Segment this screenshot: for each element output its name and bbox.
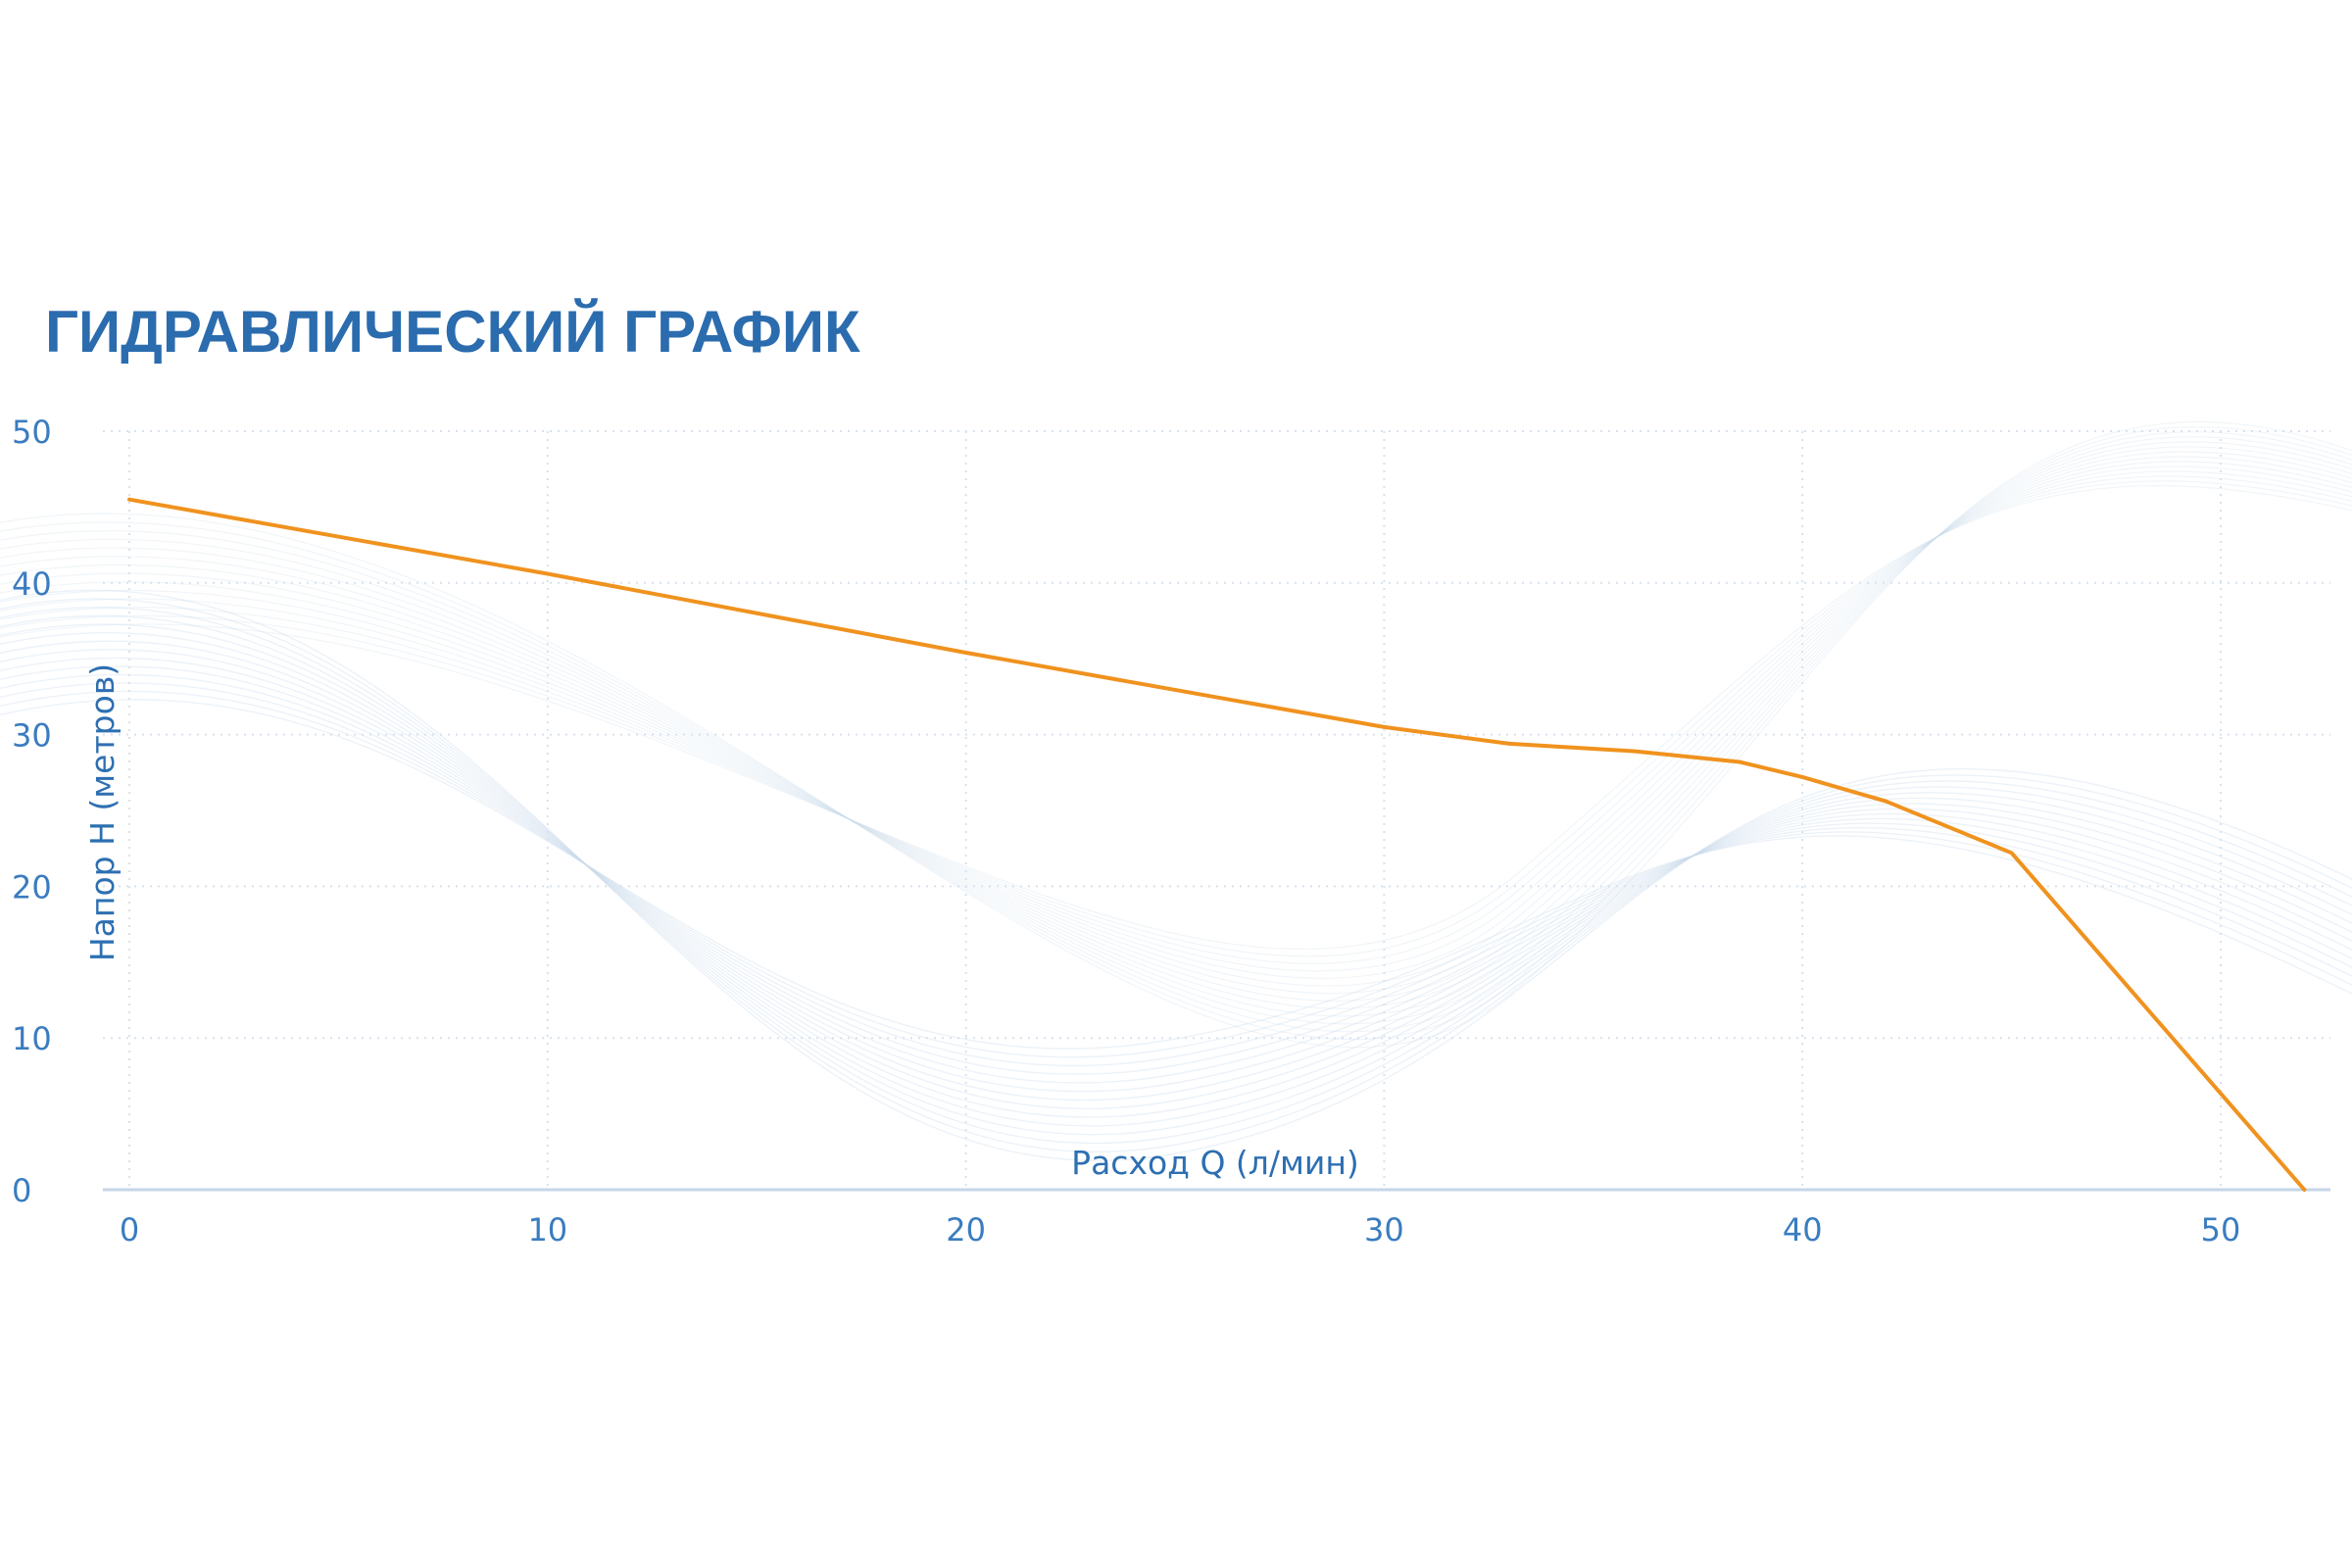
decorative-wave xyxy=(0,446,2352,1009)
decorative-wave xyxy=(0,632,2352,1118)
decorative-wave xyxy=(0,420,2352,1049)
chart-panel: 0 10 20 30 40 50 0 10 20 30 40 50 ГИДРАВЛИЧЕСКИЙ Г… xyxy=(0,281,2352,1284)
chart-grid xyxy=(103,430,2330,1190)
decorative-wave xyxy=(0,607,2352,1145)
y-tick-label: 30 xyxy=(12,717,52,755)
decorative-wave xyxy=(0,431,2352,1033)
x-tick-label: 20 xyxy=(946,1211,986,1249)
decorative-wave xyxy=(0,665,2352,1084)
x-tick-label: 10 xyxy=(527,1211,567,1249)
decorative-wave xyxy=(0,640,2352,1109)
pump-curve-chart: 0 10 20 30 40 50 0 10 20 30 40 50 ГИДРАВЛИЧЕСКИЙ Г… xyxy=(0,299,2352,1249)
y-tick-label: 40 xyxy=(12,565,52,603)
decorative-wave xyxy=(0,480,2352,957)
decorative-wave xyxy=(0,657,2352,1093)
y-tick-labels: 0 10 20 30 40 50 xyxy=(12,414,52,1209)
decorative-wave xyxy=(0,451,2352,1002)
pump-curve-line xyxy=(127,497,2307,1192)
y-tick-label: 10 xyxy=(12,1020,52,1057)
decorative-wave xyxy=(0,461,2352,987)
x-tick-label: 0 xyxy=(120,1211,139,1249)
series-layer xyxy=(127,497,2307,1192)
decorative-wave xyxy=(0,690,2352,1058)
decorative-wave xyxy=(0,682,2352,1067)
decorative-wave xyxy=(0,614,2352,1136)
decorative-wave xyxy=(0,456,2352,995)
decorative-wave xyxy=(0,470,2352,972)
y-tick-label: 20 xyxy=(12,868,52,906)
decorative-wave xyxy=(0,475,2352,964)
decorative-wave xyxy=(0,466,2352,979)
x-tick-label: 50 xyxy=(2201,1211,2241,1249)
y-tick-label: 50 xyxy=(12,414,52,451)
x-tick-labels: 0 10 20 30 40 50 xyxy=(120,1211,2241,1249)
x-axis-title: Расход Q (л/мин) xyxy=(1071,1144,1359,1182)
x-tick-label: 40 xyxy=(1783,1211,1823,1249)
decorative-wave xyxy=(0,441,2352,1017)
x-tick-label: 30 xyxy=(1364,1211,1404,1249)
decorative-wave xyxy=(0,649,2352,1102)
decorative-wave xyxy=(0,436,2352,1025)
chart-title: ГИДРАВЛИЧЕСКИЙ ГРАФИК xyxy=(45,299,860,365)
decorative-wave xyxy=(0,598,2352,1152)
decorative-wave xyxy=(0,426,2352,1041)
decorative-wave xyxy=(0,699,2352,1050)
y-axis-title: Напор Н (метров) xyxy=(83,663,122,961)
decorative-wave xyxy=(0,485,2352,950)
y-tick-label: 0 xyxy=(12,1172,31,1209)
decorative-wave xyxy=(0,589,2352,1161)
decorative-wave-background xyxy=(0,420,2352,1161)
decorative-wave xyxy=(0,673,2352,1075)
